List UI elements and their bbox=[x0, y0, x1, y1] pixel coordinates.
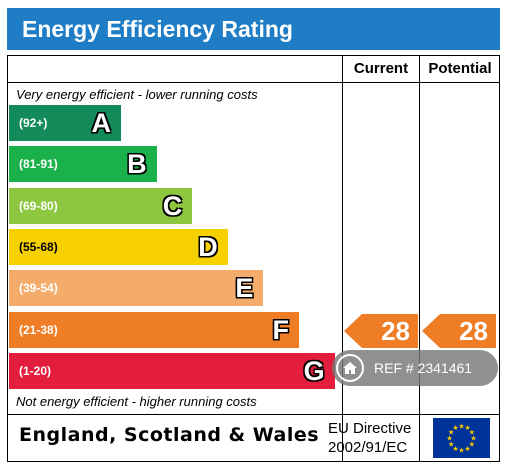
eu-star: ★ bbox=[470, 435, 476, 443]
directive-line-2: 2002/91/EC bbox=[328, 439, 408, 456]
current-arrow-shape bbox=[344, 314, 418, 348]
eu-star: ★ bbox=[458, 447, 464, 455]
band-range-label: (1-20) bbox=[19, 363, 52, 378]
band-letter: D bbox=[198, 231, 218, 262]
column-divider-potential bbox=[419, 55, 420, 462]
reference-badge: REF # 2341461 bbox=[332, 350, 498, 386]
eu-directive: EU Directive 2002/91/EC bbox=[328, 419, 411, 457]
eu-star: ★ bbox=[458, 423, 464, 431]
note-bottom: Not energy efficient - higher running co… bbox=[16, 394, 257, 409]
band-range-label: (92+) bbox=[19, 116, 48, 130]
current-rating-value: 28 bbox=[381, 316, 410, 346]
eu-star: ★ bbox=[469, 429, 475, 437]
potential-rating-arrow: 28 bbox=[422, 314, 496, 348]
reference-text: REF # 2341461 bbox=[374, 360, 473, 376]
band-e: (39-54) E bbox=[9, 270, 264, 307]
column-header-potential: Potential bbox=[428, 60, 492, 77]
band-a: (92+) A bbox=[9, 105, 121, 141]
eu-star: ★ bbox=[464, 424, 470, 432]
note-top: Very energy efficient - lower running co… bbox=[16, 87, 258, 102]
eu-star: ★ bbox=[464, 445, 470, 453]
eu-star: ★ bbox=[446, 435, 452, 443]
column-divider-current bbox=[342, 55, 343, 462]
band-range-label: (39-54) bbox=[19, 281, 58, 296]
rating-frame bbox=[7, 55, 500, 462]
eu-star: ★ bbox=[448, 441, 454, 449]
eu-flag-icon: ★ ★ ★ ★ ★ ★ ★ ★ ★ ★ ★ ★ bbox=[433, 418, 490, 458]
potential-arrow-shape bbox=[422, 314, 496, 348]
band-range-label: (21-38) bbox=[19, 322, 58, 337]
header-divider bbox=[7, 82, 500, 83]
column-header-current: Current bbox=[353, 60, 409, 77]
band-letter: E bbox=[235, 273, 254, 304]
eu-star: ★ bbox=[448, 429, 454, 437]
current-rating-arrow: 28 bbox=[344, 314, 418, 348]
footer-region: England, Scotland & Wales bbox=[19, 424, 320, 446]
eu-star: ★ bbox=[452, 424, 458, 432]
band-b: (81-91) B bbox=[9, 146, 157, 183]
footer-divider bbox=[7, 414, 500, 415]
band-letter: A bbox=[91, 108, 112, 138]
band-letter: G bbox=[303, 355, 325, 386]
band-f: (21-38) F bbox=[9, 311, 299, 348]
eu-star: ★ bbox=[452, 445, 458, 453]
band-g: (1-20) G bbox=[9, 352, 335, 389]
band-range-label: (55-68) bbox=[19, 239, 58, 254]
band-d: (55-68) D bbox=[9, 228, 228, 265]
band-letter: B bbox=[127, 149, 147, 180]
band-c: (69-80) C bbox=[9, 187, 193, 224]
band-range-label: (81-91) bbox=[19, 157, 58, 172]
directive-line-1: EU Directive bbox=[328, 420, 412, 437]
band-range-label: (69-80) bbox=[19, 198, 58, 213]
potential-rating-value: 28 bbox=[459, 316, 488, 346]
band-letter: C bbox=[162, 190, 183, 221]
eu-star: ★ bbox=[469, 441, 475, 449]
chart-title: Energy Efficiency Rating bbox=[7, 8, 500, 50]
band-letter: F bbox=[272, 314, 290, 345]
home-icon bbox=[336, 354, 364, 382]
